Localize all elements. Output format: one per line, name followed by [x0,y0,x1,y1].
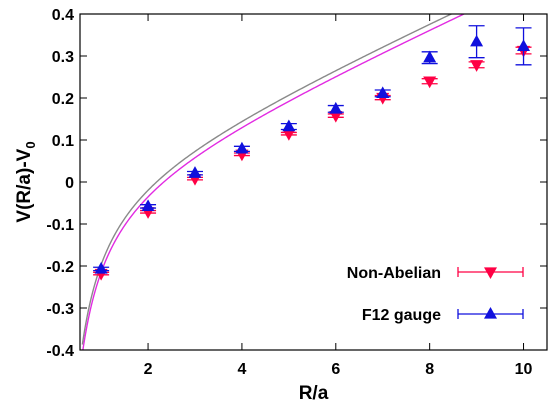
data-point-f12-gauge [186,166,203,178]
data-point-f12-gauge [515,27,532,66]
y-tick-label: 0 [65,175,74,192]
legend: Non-Abelian F12 gauge [347,265,524,324]
data-point-non-abelian [468,60,485,72]
tick-labels: 2 4 6 8 10 -0.4 -0.3 -0.2 -0.1 0 0.1 0.2 0.3 0.4 [46,7,532,378]
legend-symbol-f12-gauge [457,306,524,319]
y-tick-label: 0.3 [52,49,74,66]
data-point-f12-gauge [93,261,110,274]
y-tick-label: 0.2 [52,91,74,108]
data-point-non-abelian [280,129,297,141]
data-point-f12-gauge [140,199,157,212]
data-point-f12-gauge [327,101,344,114]
x-tick-label: 10 [515,361,533,378]
y-tick-label: -0.1 [46,217,74,234]
marker-f12-gauge [141,199,155,212]
y-tick-label: 0.4 [52,7,74,24]
legend-marker [484,267,497,280]
x-tick-label: 8 [425,361,434,378]
marker-non-abelian [423,76,437,89]
marker-f12-gauge [235,141,249,154]
axis-ticks [80,13,547,351]
data-point-non-abelian [327,110,344,123]
marker-f12-gauge [188,166,202,178]
data-point-non-abelian [421,76,438,89]
x-tick-label: 6 [331,361,340,378]
marker-non-abelian [470,60,484,72]
fit-curve-1 [81,14,453,345]
x-tick-label: 4 [237,361,246,378]
y-axis-label-subscript: 0 [23,141,38,148]
legend-symbol-non-abelian [457,267,524,280]
data-point-f12-gauge [374,86,391,99]
marker-f12-gauge [329,101,343,114]
legend-marker [484,306,497,319]
marker-f12-gauge [470,34,484,47]
data-point-f12-gauge [421,50,438,65]
fit-curve-0 [82,14,466,350]
marker-non-abelian [329,110,343,123]
marker-f12-gauge [94,261,108,274]
x-axis-label: R/a [299,383,329,404]
marker-f12-gauge [517,39,531,52]
data-point-f12-gauge [233,141,250,154]
y-tick-label: -0.2 [46,259,74,276]
marker-f12-gauge [282,119,296,132]
data-points [93,25,532,281]
legend-label-f12-gauge: F12 gauge [362,307,441,324]
x-tick-label: 2 [144,361,153,378]
y-tick-label: 0.1 [52,133,74,150]
y-axis-label: V(R/a)-V0 [14,141,38,222]
fit-curves [81,14,466,350]
marker-f12-gauge [423,50,437,63]
marker-f12-gauge [376,86,390,99]
y-tick-label: -0.3 [46,301,74,318]
legend-label-non-abelian: Non-Abelian [347,265,441,282]
data-point-f12-gauge [280,119,297,132]
y-tick-label: -0.4 [46,343,74,360]
marker-non-abelian [282,129,296,141]
data-point-f12-gauge [468,25,485,59]
y-axis-label-main: V(R/a)-V [14,148,35,222]
